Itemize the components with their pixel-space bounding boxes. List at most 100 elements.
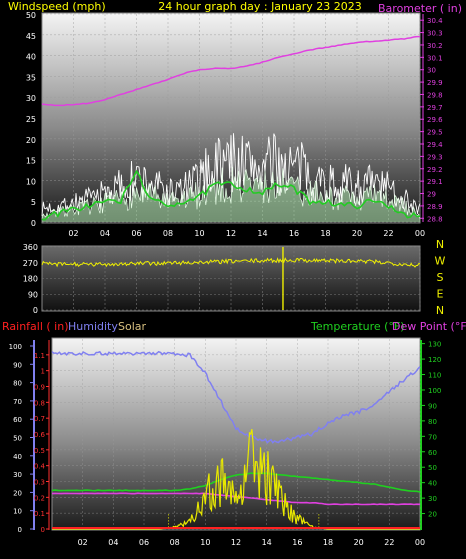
wind-x-tick-label: 16 xyxy=(289,229,299,238)
barometer-tick-label: 29.3 xyxy=(427,153,443,161)
climate-x-tick-label: 18 xyxy=(323,538,333,547)
temperature-tick-label: 120 xyxy=(428,356,441,364)
climate-x-tick-label: 10 xyxy=(200,538,210,547)
wind-tick-label: 45 xyxy=(26,32,36,41)
barometer-tick-label: 29.4 xyxy=(427,141,443,149)
barometer-tick-label: 29.6 xyxy=(427,116,443,124)
barometer-line xyxy=(41,35,420,107)
barometer-tick-label: 29.2 xyxy=(427,166,443,174)
wind-x-tick-label: 22 xyxy=(383,229,393,238)
humidity-tick-label: 80 xyxy=(13,380,22,388)
rainfall-tick-label: 0.2 xyxy=(34,494,45,502)
climate-x-tick-label: 12 xyxy=(231,538,241,547)
direction-tick-label: 180 xyxy=(23,275,38,284)
wind-x-axis: 02 04 06 08 10 12 14 16 18 20 22 00 xyxy=(68,229,425,238)
wind-series xyxy=(41,35,421,222)
climate-x-axis: 02 04 06 08 10 12 14 16 18 20 22 00 xyxy=(78,538,426,547)
rainfall-tick-label: 0.8 xyxy=(34,399,45,407)
climate-series xyxy=(51,350,421,530)
direction-tick-label: 90 xyxy=(28,290,38,299)
climate-x-tick-label: 02 xyxy=(78,538,88,547)
barometer-tick-label: 30.2 xyxy=(427,42,443,50)
humidity-tick-label: 90 xyxy=(13,361,22,369)
climate-x-tick-label: 04 xyxy=(108,538,118,547)
direction-series xyxy=(41,247,421,310)
wind-x-tick-label: 18 xyxy=(320,229,330,238)
compass-label: S xyxy=(437,271,444,284)
climate-x-tick-label: 20 xyxy=(354,538,364,547)
direction-panel-grid xyxy=(42,246,421,311)
direction-tick-label: 360 xyxy=(23,243,38,252)
legend-dewpoint: Dew Point (°F) xyxy=(392,320,466,333)
rainfall-tick-label: 1 xyxy=(41,368,45,376)
temperature-tick-label: 50 xyxy=(428,464,437,472)
humidity-tick-label: 10 xyxy=(13,508,22,516)
direction-tick-label: 0 xyxy=(33,306,38,315)
wind-x-tick-label: 14 xyxy=(257,229,267,238)
rainfall-tick-label: 0.7 xyxy=(34,415,45,423)
rainfall-tick-label: 0 xyxy=(41,526,45,534)
humidity-tick-label: 70 xyxy=(13,398,22,406)
climate-x-tick-label: 00 xyxy=(415,538,425,547)
rainfall-tick-label: 0.3 xyxy=(34,479,45,487)
humidity-tick-label: 30 xyxy=(13,471,22,479)
temperature-tick-label: 130 xyxy=(428,341,441,349)
wind-axis: 0 5 10 15 20 25 30 35 40 45 50 xyxy=(26,11,36,228)
wind-tick-label: 50 xyxy=(26,11,36,20)
humidity-line xyxy=(51,350,421,444)
wind-tick-label: 10 xyxy=(26,177,36,186)
wind-x-tick-label: 10 xyxy=(194,229,204,238)
temperature-line xyxy=(51,472,421,493)
humidity-tick-label: 100 xyxy=(9,343,22,351)
temperature-tick-label: 90 xyxy=(428,402,437,410)
wind-tick-label: 40 xyxy=(26,53,36,62)
temperature-tick-label: 60 xyxy=(428,449,437,457)
wind-tick-label: 25 xyxy=(26,115,36,124)
wind-x-tick-label: 20 xyxy=(352,229,362,238)
wind-x-tick-label: 12 xyxy=(226,229,236,238)
direction-tick-label: 270 xyxy=(23,259,38,268)
climate-x-tick-label: 16 xyxy=(292,538,302,547)
wind-tick-label: 15 xyxy=(26,157,36,166)
legend-temperature: Temperature (°F) xyxy=(310,320,405,333)
direction-line xyxy=(41,257,421,268)
rainfall-tick-label: 0.4 xyxy=(34,463,46,471)
compass-label: N xyxy=(436,238,444,251)
header-title: 24 hour graph day : January 23 2023 xyxy=(158,0,362,13)
humidity-tick-label: 40 xyxy=(13,453,22,461)
temperature-tick-label: 80 xyxy=(428,418,437,426)
compass-label: E xyxy=(437,288,444,301)
gust-line xyxy=(41,133,421,217)
climate-x-tick-label: 22 xyxy=(384,538,394,547)
climate-x-tick-label: 06 xyxy=(139,538,149,547)
humidity-tick-label: 20 xyxy=(13,489,22,497)
climate-x-tick-label: 08 xyxy=(170,538,180,547)
compass-label: W xyxy=(435,255,446,268)
wind-x-tick-label: 08 xyxy=(163,229,173,238)
legend-humidity: Humidity xyxy=(68,320,118,333)
wind-x-tick-label: 04 xyxy=(100,229,110,238)
wind-tick-label: 35 xyxy=(26,73,36,82)
temperature-tick-label: 40 xyxy=(428,480,437,488)
header-barometer: Barometer ( in) xyxy=(378,2,462,15)
temperature-tick-label: 30 xyxy=(428,495,437,503)
humidity-tick-label: 60 xyxy=(13,416,22,424)
barometer-tick-label: 29.5 xyxy=(427,129,443,137)
barometer-tick-label: 29.8 xyxy=(427,91,443,99)
barometer-tick-label: 29.7 xyxy=(427,104,443,112)
wind-tick-label: 20 xyxy=(26,136,36,145)
wind-x-tick-label: 02 xyxy=(68,229,78,238)
rainfall-tick-label: 0.6 xyxy=(34,431,46,439)
temperature-tick-label: 100 xyxy=(428,387,441,395)
barometer-axis: 28.8 28.9 29 29.1 29.2 29.3 29.4 29.5 29.6 29.7 29… xyxy=(420,14,443,223)
barometer-tick-label: 28.9 xyxy=(427,203,443,211)
barometer-tick-label: 29.9 xyxy=(427,79,443,87)
wind-tick-label: 5 xyxy=(31,198,36,207)
direction-axis: 0 90 180 270 360 xyxy=(23,243,38,315)
climate-x-tick-label: 14 xyxy=(262,538,272,547)
humidity-tick-label: 0 xyxy=(18,526,22,534)
climate-axes: 0 0.1 0.2 0.3 0.4 0.5 0.6 0.7 0.8 0.9 1 1.1 0 10 20 30 4… xyxy=(9,341,442,534)
wind-tick-label: 30 xyxy=(26,94,36,103)
